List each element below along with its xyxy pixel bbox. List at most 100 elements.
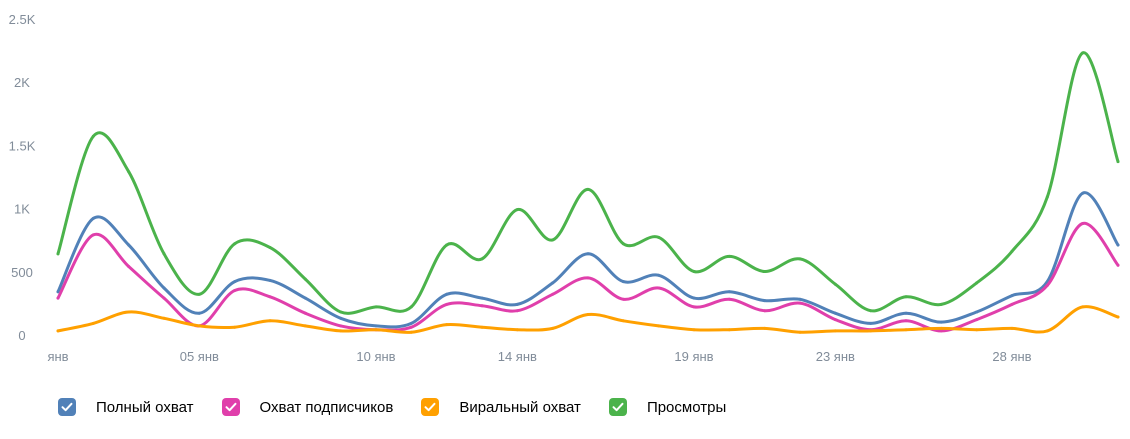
data-point xyxy=(162,316,166,320)
data-point xyxy=(233,289,237,292)
x-tick-label: 23 янв xyxy=(816,349,855,364)
data-point xyxy=(1116,160,1120,164)
data-point xyxy=(763,299,767,303)
data-point xyxy=(303,277,307,281)
data-point xyxy=(1045,329,1049,333)
x-axis: янв 05 янв 10 янв 14 янв 19 янв 23 янв 28 янв xyxy=(47,349,1031,364)
data-point xyxy=(727,254,731,258)
data-point xyxy=(339,310,343,314)
data-point xyxy=(939,320,943,324)
data-point xyxy=(869,321,873,325)
data-point xyxy=(233,325,237,329)
data-point xyxy=(939,329,943,333)
checkbox-checked-icon[interactable] xyxy=(58,398,76,416)
data-point xyxy=(56,296,60,300)
series-line xyxy=(56,51,1120,315)
data-point xyxy=(1116,315,1120,319)
data-point xyxy=(91,321,95,325)
data-point xyxy=(374,328,378,332)
data-point xyxy=(1010,294,1014,298)
data-point xyxy=(869,329,873,333)
legend-item-3[interactable]: Виральный охват xyxy=(421,398,581,416)
data-point xyxy=(162,252,166,256)
data-point xyxy=(91,216,95,220)
data-point xyxy=(91,233,95,237)
data-point xyxy=(303,324,307,328)
data-point xyxy=(833,282,837,286)
data-point xyxy=(833,318,837,322)
data-point xyxy=(56,329,60,333)
legend-label: Охват подписчиков xyxy=(259,398,394,416)
legend-item-1[interactable]: Полный охват xyxy=(58,398,194,416)
legend-label: Просмотры xyxy=(646,398,727,416)
checkbox-checked-icon[interactable] xyxy=(221,398,240,416)
data-point xyxy=(127,265,131,268)
legend-label: Полный охват xyxy=(96,398,194,416)
legend-item-4[interactable]: Просмотры xyxy=(608,398,727,416)
data-point xyxy=(445,243,449,247)
data-point xyxy=(975,318,979,322)
data-point xyxy=(621,242,625,246)
data-point xyxy=(939,302,943,306)
y-tick-label: 0 xyxy=(18,328,25,343)
data-point xyxy=(233,242,237,246)
data-point xyxy=(162,286,166,290)
legend-label: Виральный охват xyxy=(459,398,581,416)
data-point xyxy=(551,326,555,330)
data-point xyxy=(763,326,767,330)
data-point xyxy=(551,281,555,285)
data-point xyxy=(657,324,661,328)
data-point xyxy=(975,310,979,314)
series-1 xyxy=(56,191,1120,329)
data-point xyxy=(480,325,484,329)
data-point xyxy=(975,328,979,332)
data-point xyxy=(445,292,449,296)
data-point xyxy=(409,321,413,325)
data-point xyxy=(657,273,661,277)
checkbox-checked-icon[interactable] xyxy=(608,398,627,416)
data-point xyxy=(798,301,802,305)
data-point xyxy=(551,238,555,242)
data-point xyxy=(268,295,272,299)
data-point xyxy=(409,305,413,309)
series-line xyxy=(56,191,1120,329)
data-point xyxy=(1081,222,1085,225)
data-point xyxy=(727,328,731,332)
y-tick-label: 500 xyxy=(11,265,33,280)
data-point xyxy=(1081,51,1085,55)
data-point xyxy=(586,313,590,316)
data-point xyxy=(621,319,625,323)
data-point xyxy=(763,309,767,313)
data-point xyxy=(763,270,767,273)
data-point xyxy=(268,246,272,249)
data-point xyxy=(904,319,908,323)
data-point xyxy=(515,302,519,306)
data-point xyxy=(939,326,943,330)
checkbox-checked-icon[interactable] xyxy=(421,398,440,416)
data-point xyxy=(480,304,484,308)
data-point xyxy=(268,319,272,323)
data-point xyxy=(303,296,307,300)
data-point xyxy=(727,290,731,294)
data-point xyxy=(515,309,519,313)
data-point xyxy=(197,324,201,328)
data-point xyxy=(1081,305,1085,309)
data-point xyxy=(586,276,590,280)
data-point xyxy=(904,311,908,315)
data-point xyxy=(798,297,802,301)
data-point xyxy=(480,296,484,300)
y-tick-label: 2.5K xyxy=(9,12,36,27)
series-4 xyxy=(56,51,1120,315)
data-point xyxy=(374,324,378,328)
data-point xyxy=(1010,326,1014,330)
data-point xyxy=(798,257,802,261)
y-tick-label: 2K xyxy=(14,75,30,90)
data-point xyxy=(339,329,343,333)
legend-item-2[interactable]: Охват подписчиков xyxy=(221,398,394,416)
data-point xyxy=(833,329,837,333)
data-point xyxy=(657,235,661,239)
data-point xyxy=(233,280,237,284)
data-point xyxy=(1116,263,1120,267)
data-point xyxy=(56,252,60,256)
data-point xyxy=(586,187,590,191)
